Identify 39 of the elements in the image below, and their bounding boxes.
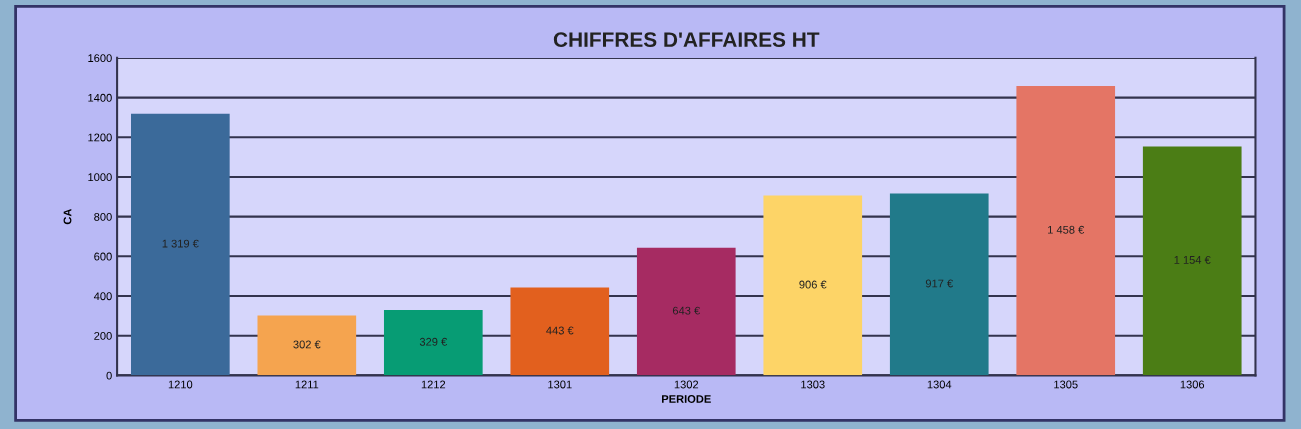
bar: [1142, 146, 1242, 376]
x-tick-label: 1211: [295, 380, 319, 389]
data-label: 1 154 €: [1174, 256, 1211, 264]
bar: [763, 195, 863, 376]
data-label: 917 €: [925, 279, 953, 288]
chart-title: CHIFFRES D'AFFAIRES HT: [553, 32, 820, 48]
bar: [1016, 86, 1116, 376]
x-tick-label: 1304: [927, 380, 952, 389]
data-label: 329 €: [419, 337, 448, 346]
data-label: 302 €: [293, 340, 321, 349]
x-tick-label: 1301: [548, 380, 572, 389]
y-tick-label: 1400: [88, 93, 112, 102]
y-tick-label: 1600: [88, 54, 112, 63]
x-tick-label: 1302: [674, 380, 699, 389]
data-label: 906 €: [799, 280, 827, 289]
bar: [131, 113, 230, 376]
x-axis-title: PERIODE: [662, 395, 711, 403]
y-tick-label: 800: [94, 212, 112, 221]
y-tick-label: 0: [106, 371, 112, 380]
bar: [257, 315, 357, 376]
x-tick-label: 1305: [1054, 380, 1078, 389]
bar: [383, 310, 483, 376]
y-tick-label: 200: [94, 331, 112, 340]
data-label: 443 €: [546, 326, 574, 335]
y-tick-label: 400: [93, 292, 112, 301]
x-tick-label: 1303: [801, 380, 825, 389]
x-tick-label: 1306: [1180, 380, 1205, 389]
data-label: 1 458 €: [1048, 225, 1085, 234]
data-label: 643 €: [672, 306, 701, 315]
y-tick-label: 1200: [88, 133, 112, 142]
y-axis-title: CA: [63, 208, 72, 225]
bar: [636, 247, 736, 376]
data-label: 1 319 €: [162, 239, 199, 248]
bar: [510, 287, 610, 376]
x-tick-label: 1212: [421, 380, 446, 389]
y-tick-label: 600: [94, 252, 112, 261]
bar: [889, 193, 989, 376]
y-tick-label: 1000: [88, 173, 112, 182]
x-tick-label: 1210: [168, 380, 193, 389]
